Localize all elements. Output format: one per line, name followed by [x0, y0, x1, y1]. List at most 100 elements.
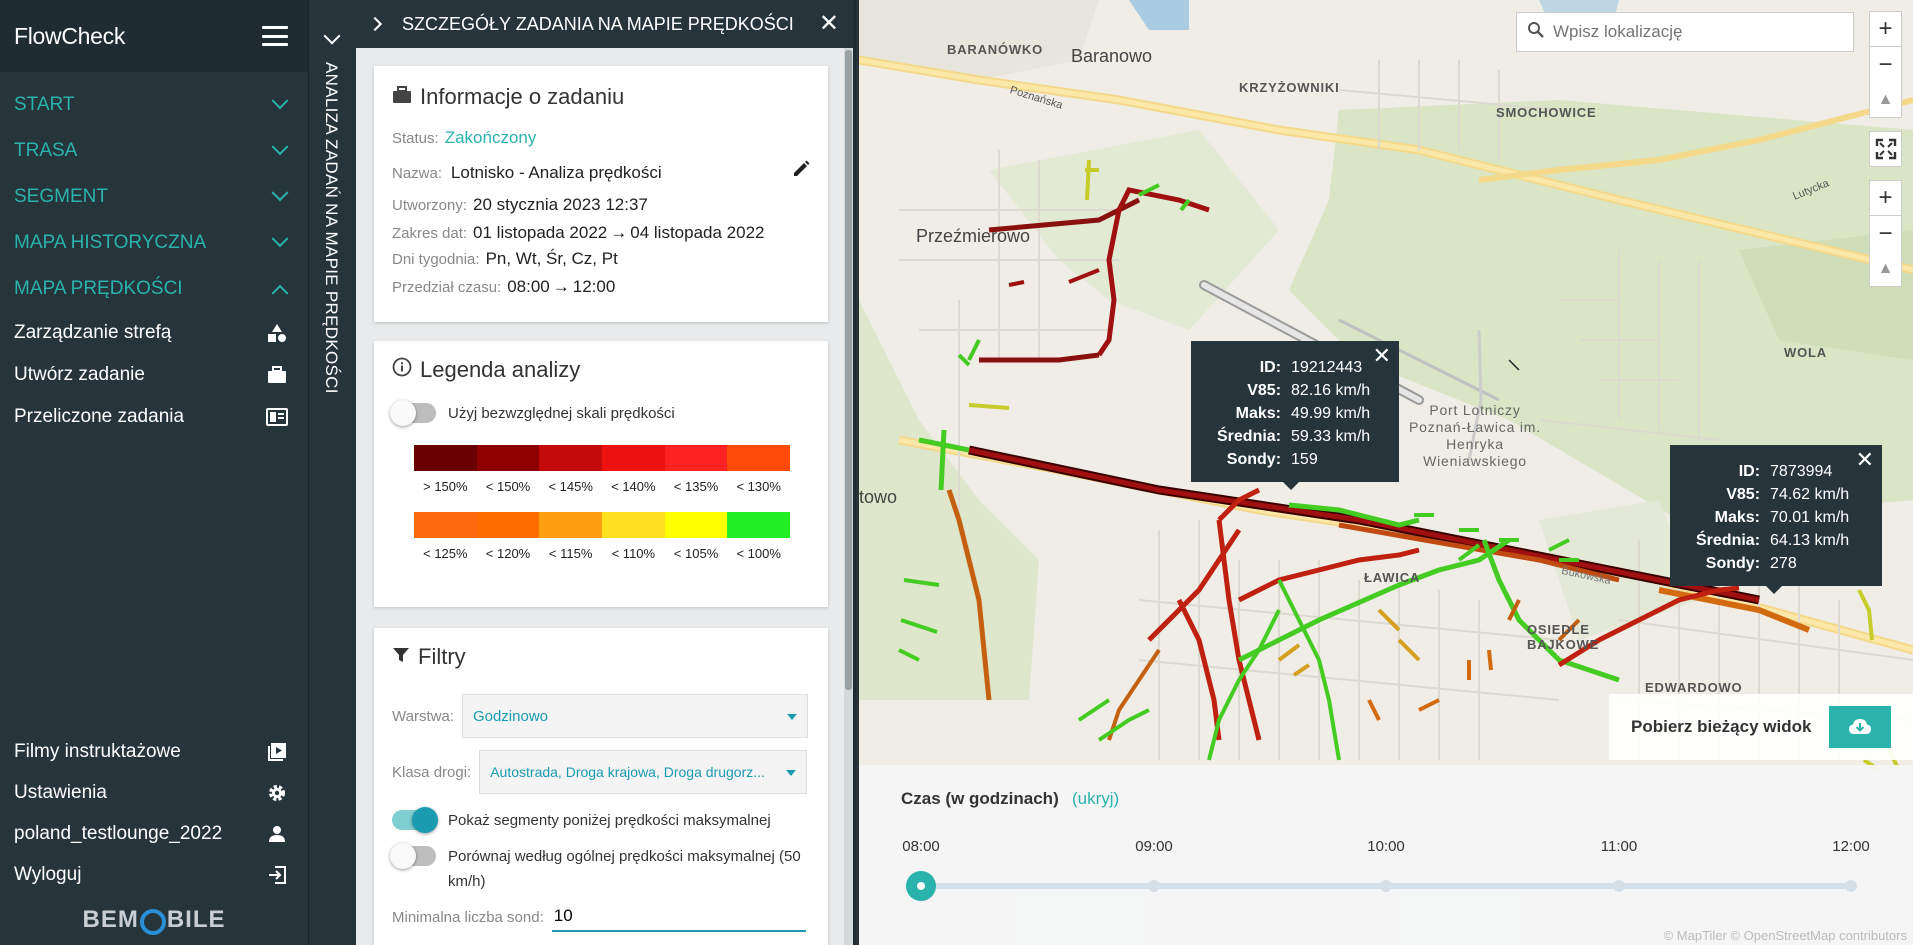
info-icon — [392, 357, 412, 383]
show-below-max-toggle[interactable] — [392, 807, 438, 833]
edit-icon[interactable] — [792, 160, 810, 183]
hamburger-menu-icon[interactable] — [262, 26, 288, 46]
sidebar: FlowCheck START TRASA SEGMENT MAPA HISTO… — [0, 0, 308, 945]
date-to: 04 listopada 2022 — [630, 223, 765, 242]
popup-value: 278 — [1770, 555, 1797, 572]
segment-popup-table: ID: 7873994 V85: 74.62 km/h Maks: 70.01 km/… — [1690, 459, 1855, 576]
chevron-down-icon — [271, 92, 289, 110]
list-icon — [266, 406, 288, 428]
popup-value: 74.62 km/h — [1770, 486, 1850, 503]
map-view[interactable]: BARANÓWKO Baranowo KRZYŻOWNIKI SMOCHOWIC… — [859, 0, 1913, 945]
sidebar-item-label: START — [14, 94, 75, 115]
legend-swatch — [414, 512, 477, 538]
sidebar-item-start[interactable]: START — [0, 82, 308, 128]
date-range-row: Zakres dat: 01 listopada 2022 → 04 listo… — [392, 223, 810, 243]
road-class-row: Klasa drogi: Autostrada, Droga krajowa, … — [392, 750, 810, 794]
legend-swatch — [602, 445, 665, 471]
absolute-scale-row: Użyj bezwzględnej skali prędkości — [390, 400, 810, 426]
zoom-out-button[interactable]: − — [1869, 47, 1902, 83]
fullscreen-button[interactable] — [1869, 131, 1902, 167]
shapes-icon — [266, 322, 288, 344]
legend-color-row — [414, 512, 791, 538]
download-view-bar: Pobierz bieżący widok — [1609, 694, 1913, 760]
sidebar-subitem-create-task[interactable]: Utwórz zadanie — [0, 354, 308, 396]
legend-label-row: < 125% < 120% < 115% < 110% < 105% < 100% — [414, 546, 790, 561]
popup-value: 82.16 km/h — [1291, 382, 1371, 399]
chevron-right-icon[interactable] — [367, 16, 383, 32]
zoom-out-button-2[interactable]: − — [1869, 216, 1902, 252]
sidebar-item-user[interactable]: poland_testlounge_2022 — [0, 813, 308, 854]
sidebar-item-trasa[interactable]: TRASA — [0, 128, 308, 174]
legend-swatch-label: > 150% — [423, 479, 468, 494]
sidebar-bottom: Filmy instruktażowe Ustawienia poland_te… — [0, 731, 308, 945]
map-place-label: SMOCHOWICE — [1496, 105, 1597, 120]
legend-label-row: > 150% < 150% < 145% < 140% < 135% < 130% — [414, 479, 790, 494]
sidebar-item-mapa-predkosci[interactable]: MAPA PRĘDKOŚCI — [0, 266, 308, 312]
sidebar-subitem-zone-management[interactable]: Zarządzanie strefą — [0, 312, 308, 354]
compass-button[interactable]: ▲ — [1869, 82, 1902, 118]
sidebar-item-label: TRASA — [14, 140, 78, 161]
legend-swatch — [414, 445, 477, 471]
show-below-max-label: Pokaż segmenty poniżej prędkości maksyma… — [448, 811, 771, 829]
panel-scrollbar[interactable] — [844, 48, 853, 945]
popup-tip — [1766, 586, 1782, 594]
road-class-select[interactable]: Autostrada, Droga krajowa, Droga drugorz… — [479, 750, 808, 794]
popup-value: 7873994 — [1770, 463, 1833, 480]
task-info-title: Informacje o zadaniu — [392, 84, 810, 110]
vertical-strip-label: ANALIZA ZADAŃ NA MAPIE PRĘDKOŚCI — [322, 62, 341, 394]
sidebar-item-segment[interactable]: SEGMENT — [0, 174, 308, 220]
legend-scale: > 150% < 150% < 145% < 140% < 135% < 130% < 1… — [414, 445, 810, 561]
timeline-step-dot[interactable] — [1845, 880, 1857, 892]
legend-swatch-label: < 150% — [485, 479, 531, 494]
chevron-down-icon[interactable] — [323, 27, 341, 45]
popup-key: Maks: — [1235, 405, 1282, 422]
location-search[interactable] — [1516, 12, 1854, 52]
timeline-title: Czas (w godzinach) — [901, 789, 1059, 808]
sidebar-item-mapa-historyczna[interactable]: MAPA HISTORYCZNA — [0, 220, 308, 266]
segment-popup: ✕ ID: 7873994 V85: 74.62 km/h Maks: 70.01 k… — [1670, 445, 1882, 594]
sidebar-item-logout[interactable]: Wyloguj — [0, 854, 308, 895]
close-icon[interactable]: ✕ — [818, 10, 839, 37]
absolute-scale-label: Użyj bezwzględnej skali prędkości — [448, 404, 675, 422]
timeline-step-dot[interactable] — [1380, 880, 1392, 892]
download-view-button[interactable] — [1829, 706, 1891, 748]
compass-button-2[interactable]: ▲ — [1869, 251, 1902, 287]
show-below-row: Pokaż segmenty poniżej prędkości maksyma… — [392, 807, 810, 833]
filters-card: Filtry Warstwa: Godzinowo Klasa drogi: A… — [374, 628, 828, 945]
chevron-down-icon — [271, 184, 289, 202]
legend-swatch — [664, 445, 728, 471]
gear-icon — [266, 782, 288, 804]
close-icon[interactable]: ✕ — [1855, 447, 1874, 472]
location-search-input[interactable] — [1553, 22, 1833, 42]
timeline-tick-label: 09:00 — [1135, 838, 1173, 855]
timeline-hide-link[interactable]: (ukryj) — [1072, 789, 1120, 808]
sidebar-item-label: Ustawienia — [14, 781, 107, 803]
close-icon[interactable]: ✕ — [1372, 343, 1391, 368]
zoom-in-button-2[interactable]: + — [1869, 180, 1902, 216]
timeline-step-dot[interactable] — [1613, 880, 1625, 892]
road-class-label: Klasa drogi: — [392, 763, 472, 781]
timeline-handle[interactable] — [906, 871, 936, 901]
legend-card: Legenda analizy Użyj bezwzględnej skali … — [374, 341, 828, 607]
scrollbar-thumb[interactable] — [845, 50, 852, 690]
sidebar-item-tutorial-videos[interactable]: Filmy instruktażowe — [0, 731, 308, 772]
legend-swatch-label: < 125% — [423, 546, 468, 561]
map-place-label: EDWARDOWO — [1645, 680, 1743, 695]
timeline-step-dot[interactable] — [1148, 880, 1160, 892]
popup-value: 59.33 km/h — [1291, 428, 1371, 445]
segment-popup: ✕ ID: 19212443 V85: 82.16 km/h Maks: 49.99 … — [1191, 341, 1399, 490]
compare-general-max-toggle[interactable] — [390, 843, 436, 869]
sidebar-subitem-computed-tasks[interactable]: Przeliczone zadania — [0, 396, 308, 438]
sidebar-item-settings[interactable]: Ustawienia — [0, 772, 308, 813]
fullscreen-icon — [1875, 138, 1896, 160]
zoom-in-button[interactable]: + — [1869, 11, 1902, 47]
vertical-strip[interactable]: ANALIZA ZADAŃ NA MAPIE PRĘDKOŚCI — [308, 0, 356, 945]
popup-key: Średnia: — [1217, 428, 1282, 445]
min-probes-input[interactable] — [551, 902, 806, 932]
timeline-tick-label: 12:00 — [1832, 838, 1870, 855]
weekdays-row: Dni tygodnia: Pn, Wt, Śr, Cz, Pt — [392, 249, 810, 269]
legend-swatch-label: < 105% — [673, 546, 719, 561]
layer-select[interactable]: Godzinowo — [461, 694, 808, 738]
absolute-scale-toggle[interactable] — [390, 400, 436, 426]
legend-swatch — [664, 512, 728, 538]
